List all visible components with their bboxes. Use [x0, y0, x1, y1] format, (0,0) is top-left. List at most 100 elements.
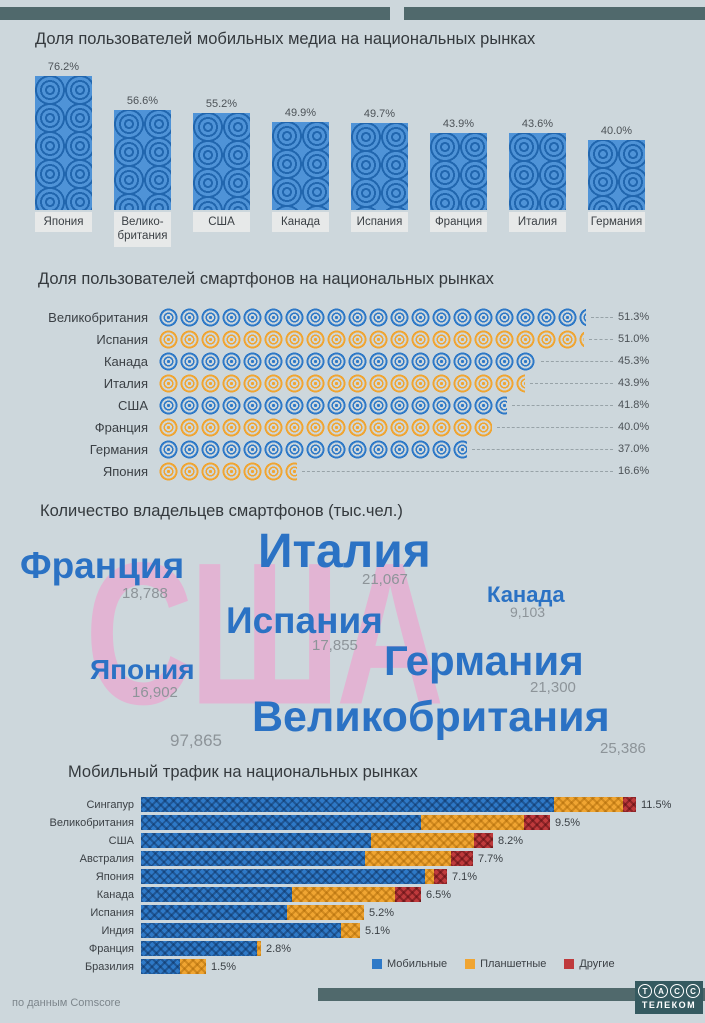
- bar-stack: 56.6%: [114, 58, 171, 210]
- arc-pictogram-bar: [158, 439, 467, 459]
- row-category-label: Австралия: [79, 852, 134, 865]
- cloud-country-value: 16,902: [132, 684, 178, 701]
- vertical-bar: [193, 113, 250, 210]
- bar-category-label: Германия: [588, 212, 645, 233]
- stacked-bar: [141, 851, 473, 866]
- cloud-country-label: Франция: [20, 545, 185, 586]
- row-category-label: США: [108, 834, 134, 847]
- bar-column: 40.0% Германия: [588, 58, 645, 233]
- mobile-media-share-bar-chart: 76.2% Япония 56.6% Велико-британия 55.2% США 4…: [35, 58, 645, 247]
- bar-value-label: 49.7%: [363, 108, 396, 120]
- traffic-row: США 8.2%: [8, 833, 671, 848]
- bar-stack: 40.0%: [588, 58, 645, 210]
- logo-letter: А: [654, 984, 668, 998]
- arc-pictogram-bar: [158, 461, 297, 481]
- segment-мобильные: [141, 959, 180, 974]
- bar-value-label: 43.6%: [521, 118, 554, 130]
- leader-line: [472, 448, 613, 450]
- legend-item: Другие: [564, 958, 615, 970]
- stacked-bar: [141, 797, 636, 812]
- row-category-label: Сингапур: [86, 798, 134, 811]
- row-category-label: Великобритания: [49, 816, 134, 829]
- bar-column: 43.9% Франция: [430, 58, 487, 233]
- row-value-label: 9.5%: [555, 816, 581, 829]
- segment-мобильные: [141, 815, 421, 830]
- row-category-label: США: [118, 397, 148, 413]
- logo-telecom-text: ТЕЛЕКОМ: [641, 1000, 697, 1010]
- stacked-bar: [141, 959, 206, 974]
- segment-планшетные: [425, 869, 434, 884]
- vertical-bar: [588, 140, 645, 210]
- bar-category-label: Италия: [509, 212, 566, 233]
- legend-label: Другие: [579, 958, 615, 970]
- leader-line: [497, 426, 613, 428]
- logo-letter: С: [670, 984, 684, 998]
- pictogram-row: Италия 43.9%: [10, 372, 660, 394]
- data-source-note: по данным Comscore: [12, 997, 121, 1009]
- segment-планшетные: [257, 941, 261, 956]
- segment-мобильные: [141, 869, 425, 884]
- stacked-bar: [141, 905, 364, 920]
- row-value-label: 8.2%: [498, 834, 524, 847]
- bar-stack: 43.6%: [509, 58, 566, 210]
- leader-line: [512, 404, 613, 406]
- segment-планшетные: [421, 815, 524, 830]
- bar-column: 49.7% Испания: [351, 58, 408, 233]
- row-value-label: 7.1%: [452, 870, 478, 883]
- bottom-decorative-bar: [318, 988, 705, 1001]
- traffic-row: Сингапур 11.5%: [8, 797, 671, 812]
- cloud-country-value: 25,386: [600, 740, 646, 757]
- row-value-label: 5.1%: [365, 924, 391, 937]
- segment-планшетные: [287, 905, 364, 920]
- vertical-bar: [35, 76, 92, 210]
- segment-мобильные: [141, 833, 371, 848]
- bar-value-label: 55.2%: [205, 98, 238, 110]
- section-title-mobile-traffic: Мобильный трафик на национальных рынках: [68, 763, 418, 781]
- bar-value-label: 56.6%: [126, 95, 159, 107]
- row-value-label: 51.3%: [618, 311, 650, 323]
- cloud-country-value: 9,103: [510, 604, 546, 620]
- bar-column: 56.6% Велико-британия: [114, 58, 171, 247]
- traffic-row: Великобритания 9.5%: [8, 815, 671, 830]
- pictogram-row: Великобритания 51.3%: [10, 306, 660, 328]
- bar-category-label: США: [193, 212, 250, 233]
- bar-category-label: Канада: [272, 212, 329, 233]
- row-category-label: Канада: [96, 888, 134, 901]
- bar-stack: 43.9%: [430, 58, 487, 210]
- row-category-label: Испания: [90, 906, 134, 919]
- row-value-label: 40.0%: [618, 421, 650, 433]
- row-category-label: Великобритания: [48, 309, 148, 325]
- bar-column: 43.6% Италия: [509, 58, 566, 233]
- traffic-row: Индия 5.1%: [8, 923, 671, 938]
- cloud-country-label: Испания: [226, 600, 383, 641]
- row-category-label: Индия: [101, 924, 134, 937]
- segment-другие: [474, 833, 493, 848]
- bar-value-label: 49.9%: [284, 107, 317, 119]
- bar-category-label: Япония: [35, 212, 92, 233]
- row-category-label: Канада: [103, 353, 148, 369]
- stacked-bar: [141, 815, 550, 830]
- traffic-row: Франция 2.8%: [8, 941, 671, 956]
- row-value-label: 45.3%: [618, 355, 650, 367]
- stacked-bar: [141, 941, 261, 956]
- row-value-label: 6.5%: [426, 888, 452, 901]
- logo-letter: С: [686, 984, 700, 998]
- section-title-smartphone-owners: Количество владельцев смартфонов (тыс.че…: [40, 502, 403, 520]
- row-value-label: 2.8%: [266, 942, 292, 955]
- pictogram-row: Канада 45.3%: [10, 350, 660, 372]
- row-category-label: Франция: [88, 942, 134, 955]
- segment-другие: [434, 869, 447, 884]
- leader-line: [302, 470, 613, 472]
- segment-мобильные: [141, 797, 554, 812]
- segment-планшетные: [341, 923, 360, 938]
- cloud-country-value: 21,067: [362, 571, 408, 588]
- legend-label: Мобильные: [387, 958, 448, 970]
- stacked-bar: [141, 887, 421, 902]
- cloud-country-value: 21,300: [530, 679, 576, 696]
- leader-line: [530, 382, 613, 384]
- bar-column: 76.2% Япония: [35, 58, 92, 233]
- leader-line: [591, 316, 613, 318]
- section-title-mobile-media-share: Доля пользователей мобильных медиа на на…: [35, 30, 536, 48]
